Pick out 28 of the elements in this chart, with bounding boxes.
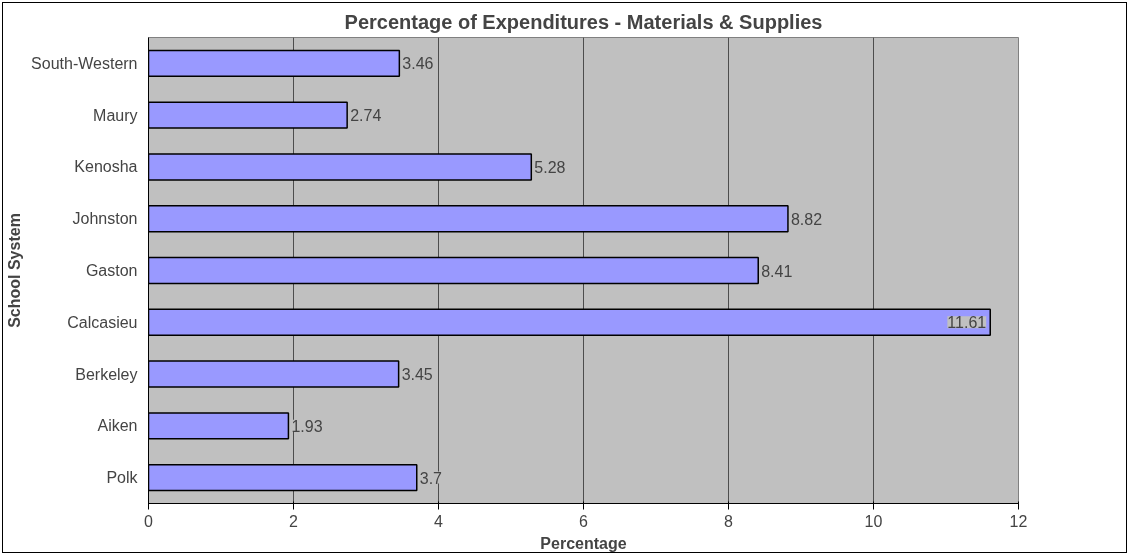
y-tick-label: Gaston <box>85 262 138 279</box>
data-label: 8.41 <box>761 262 793 280</box>
x-axis-title: Percentage <box>540 534 627 552</box>
y-tick-label: Calcasieu <box>67 313 138 331</box>
x-tick-label: 6 <box>579 512 589 530</box>
x-tick-label: 10 <box>864 512 883 530</box>
data-label: 3.46 <box>402 55 434 73</box>
y-tick-label: Maury <box>93 106 138 124</box>
chart-title: Percentage of Expenditures - Materials & Supplies <box>344 10 823 33</box>
x-tick-label: 12 <box>1009 512 1028 530</box>
data-label: 2.74 <box>350 107 382 125</box>
y-axis-title: School System <box>6 213 24 328</box>
y-tick-label: Johnston <box>72 210 138 228</box>
y-tick-label: Aiken <box>97 417 138 435</box>
x-tick-label: 4 <box>434 512 444 530</box>
data-label: 1.93 <box>291 417 323 435</box>
x-tick-label: 0 <box>144 512 154 530</box>
y-tick-label: Polk <box>106 469 139 487</box>
data-label: 8.82 <box>790 210 823 228</box>
x-tick-label: 2 <box>289 512 299 530</box>
data-label: 5.28 <box>534 158 566 176</box>
y-tick-label: Kenosha <box>74 158 138 176</box>
data-label: 11.61 <box>947 314 987 332</box>
data-label: 3.45 <box>401 366 433 384</box>
x-tick-label: 8 <box>724 512 734 530</box>
y-tick-label: Berkeley <box>75 365 138 383</box>
data-label: 3.7 <box>419 469 443 487</box>
y-tick-label: South-Western <box>31 54 138 72</box>
